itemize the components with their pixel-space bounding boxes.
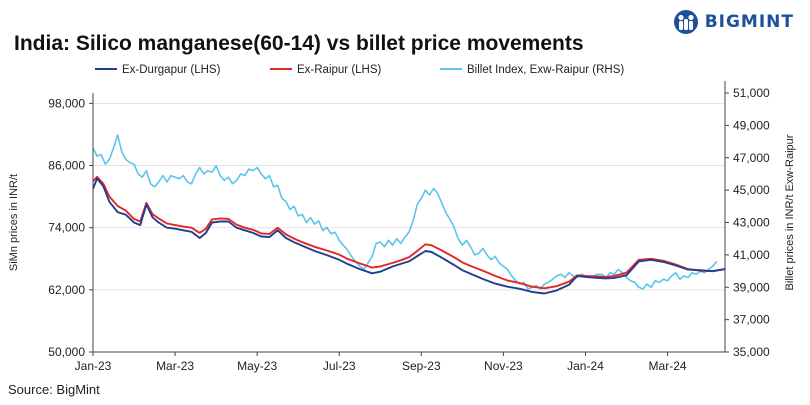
series-line-raipur: [92, 175, 726, 290]
y2-tick-label: 49,000: [733, 118, 770, 132]
x-tick-label: Sep-23: [402, 359, 441, 373]
bigmint-logo-icon: [673, 10, 698, 34]
legend-label: Ex-Raipur (LHS): [297, 64, 382, 76]
right-axis-label: Billet prices in INR/t Exw-Raipur: [784, 134, 796, 290]
series-lines: [92, 134, 726, 295]
y2-tick-label: 45,000: [733, 183, 770, 197]
x-tick-label: Nov-23: [484, 359, 523, 373]
right-axis-ticks: 35,000 37,000 39,000 41,000 43,000 45,000 47,0…: [725, 86, 770, 359]
series-line-billet: [92, 134, 718, 290]
x-tick-label: Mar-23: [156, 359, 194, 373]
x-tick-label: Jan-24: [567, 359, 604, 373]
chart-legend: Ex-Durgapur (LHS) Ex-Raipur (LHS) Billet I…: [95, 64, 624, 76]
y2-tick-label: 39,000: [733, 280, 770, 294]
series-line-durgapur: [92, 177, 726, 295]
x-tick-label: Jul-23: [323, 359, 356, 373]
left-axis-ticks: 50,000 62,000 74,000 86,000 98,000: [48, 96, 93, 359]
y-tick-label: 74,000: [48, 221, 85, 235]
chart-title: India: Silico manganese(60-14) vs billet…: [14, 32, 584, 55]
y2-tick-label: 51,000: [733, 86, 770, 100]
brand-logo: BIGMINT: [673, 9, 794, 35]
y2-tick-label: 43,000: [733, 216, 770, 230]
source-note: Source: BigMint: [8, 382, 100, 397]
y-tick-label: 50,000: [48, 345, 85, 359]
brand-name: BIGMINT: [704, 12, 794, 32]
legend-label: Billet Index, Exw-Raipur (RHS): [467, 64, 624, 76]
y-tick-label: 98,000: [48, 96, 85, 110]
x-tick-label: May-23: [237, 359, 277, 373]
x-tick-label: Mar-24: [649, 359, 687, 373]
y-tick-label: 62,000: [48, 283, 85, 297]
left-axis-label: SiMn prices in INR/t: [8, 174, 20, 271]
y2-tick-label: 37,000: [733, 313, 770, 327]
x-axis-ticks: Jan-23 Mar-23 May-23 Jul-23 Sep-23 Nov-23 Jan-…: [75, 352, 687, 373]
x-tick-label: Jan-23: [75, 359, 112, 373]
y-tick-label: 86,000: [48, 159, 85, 173]
legend-label: Ex-Durgapur (LHS): [122, 64, 221, 76]
y2-tick-label: 35,000: [733, 345, 770, 359]
gridlines: [93, 102, 725, 291]
y2-tick-label: 41,000: [733, 248, 770, 262]
y2-tick-label: 47,000: [733, 151, 770, 165]
